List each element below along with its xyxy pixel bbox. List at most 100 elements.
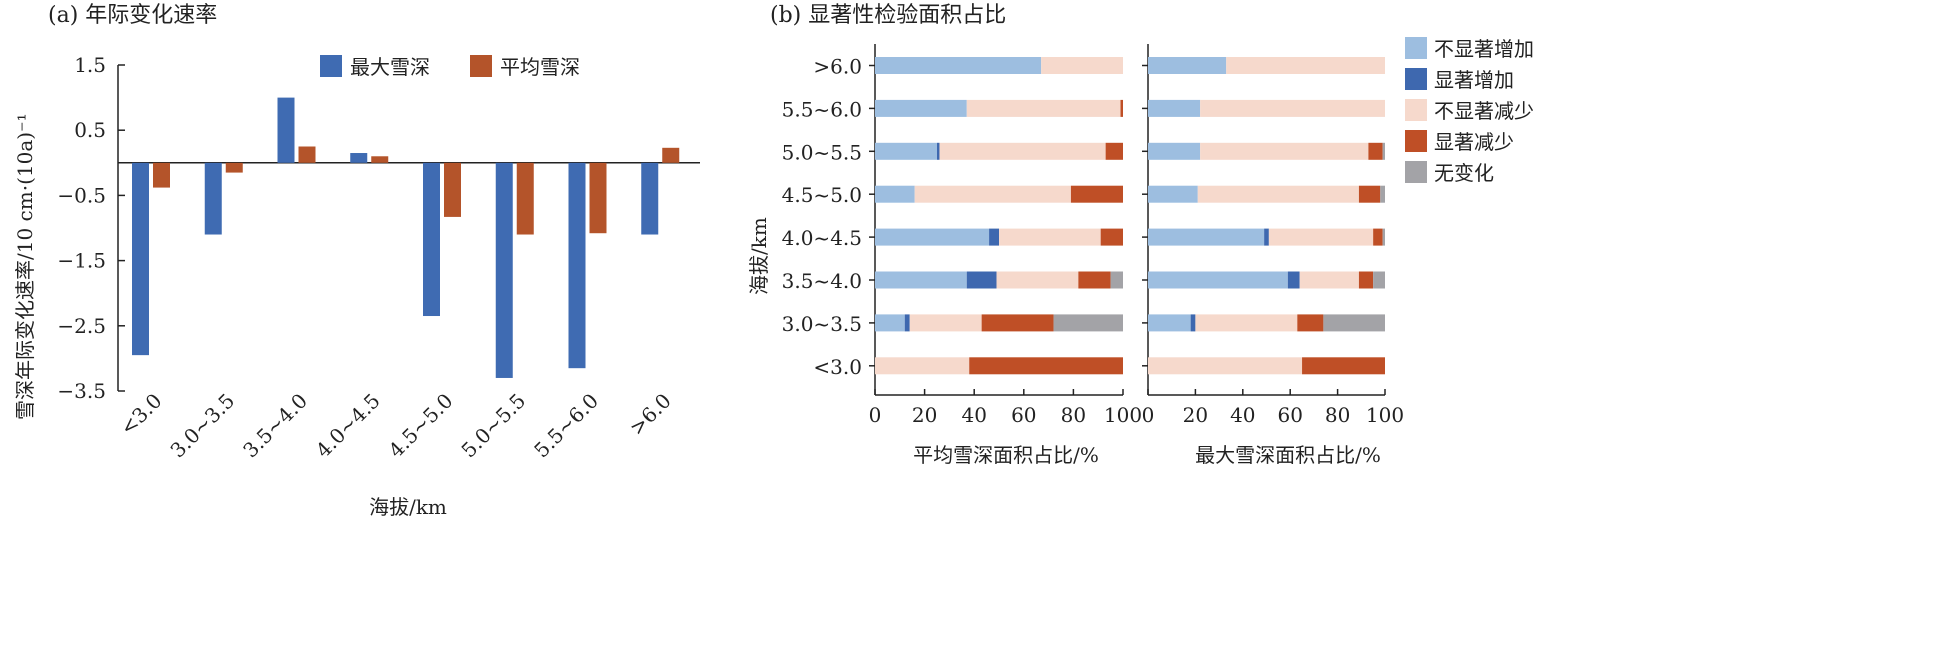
left-segment-4.5-5.0-s2 <box>914 185 1071 203</box>
left-segment-5.5-6.0-s2 <box>966 99 1121 117</box>
left-segment-5.0-5.5-s2 <box>939 142 1106 160</box>
bar-mean-4.5-5.0 <box>444 162 461 217</box>
right-segment-3.0-3.5-s0 <box>1148 314 1191 332</box>
right-segment-3.0-3.5-s2 <box>1195 314 1298 332</box>
bar-mean-3.5-4.0 <box>298 146 316 163</box>
left-segment-3.0-s2 <box>875 357 970 375</box>
left-segment-3.0-3.5-s0 <box>875 314 905 332</box>
y-tick-label: −2.5 <box>57 314 106 338</box>
y-tick-label: 0.5 <box>74 118 106 142</box>
right-segment-5.0-5.5-s4 <box>1382 142 1385 160</box>
right-segment-4.0-4.5-s2 <box>1268 228 1374 246</box>
x-tick-label: 4.0~4.5 <box>311 389 385 463</box>
left-segment-3.5-4.0-s2 <box>996 271 1079 289</box>
right-x-tick-label: 40 <box>1230 403 1255 427</box>
left-segment-3.5-4.0-s4 <box>1110 271 1123 289</box>
right-segment-4.0-4.5-s3 <box>1373 228 1383 246</box>
bar-mean-5.5-6.0 <box>589 162 607 234</box>
right-segment-5.0-5.5-s2 <box>1200 142 1369 160</box>
right-segment-5.0-5.5-s0 <box>1148 142 1201 160</box>
x-tick-label: 3.5~4.0 <box>238 389 312 463</box>
left-segment-4.5-5.0-s0 <box>875 185 915 203</box>
right-segment-3.0-s3 <box>1302 357 1385 375</box>
panel-a-y-ticks: 1.5 0.5 −0.5 −1.5 −2.5 −3.5 <box>57 53 125 403</box>
left-x-tick-label: 40 <box>961 403 986 427</box>
bar-max-3.0 <box>132 162 149 356</box>
left-segment-3.0-s3 <box>969 357 1123 375</box>
panel-a-title: (a) 年际变化速率 <box>48 3 217 28</box>
legend-swatch-max-depth <box>320 55 342 77</box>
right-x-tick-label: 100 <box>1366 403 1404 427</box>
right-segment-5.5-6.0-s0 <box>1148 99 1201 117</box>
left-segment-4.0-4.5-s2 <box>999 228 1101 246</box>
figure: (a) 年际变化速率 雪深年际变化速率/10 cm·(10a)⁻¹ 海拔/km … <box>13 3 1534 519</box>
panel-b-ylabel: 海拔/km <box>747 217 771 295</box>
x-tick-label: 5.5~6.0 <box>529 389 603 463</box>
right-x-tick-label: 80 <box>1325 403 1350 427</box>
right-segment-3.0-s2 <box>1148 357 1303 375</box>
legend-label-3: 显著减少 <box>1434 130 1514 154</box>
left-segment-3.5-4.0-s3 <box>1078 271 1111 289</box>
category-label: 4.0~4.5 <box>782 226 862 250</box>
bar-max-4.0-4.5 <box>350 153 368 163</box>
category-label: >6.0 <box>813 55 862 79</box>
bar-max-3.5-4.0 <box>277 97 295 163</box>
y-tick-label: −3.5 <box>57 379 106 403</box>
legend-swatch-0 <box>1405 37 1427 59</box>
panel-a-x-ticks: <3.03.0~3.53.5~4.04.0~4.54.5~5.05.0~5.55… <box>115 389 676 463</box>
panel-b-category-labels: >6.0 5.5~6.0 5.0~5.5 4.5~5.0 4.0~4.5 3.5~4.0 3… <box>782 55 862 379</box>
right-segment-4.5-5.0-s0 <box>1148 185 1198 203</box>
right-segment-4.5-5.0-s3 <box>1358 185 1381 203</box>
right-segment-3.5-4.0-s1 <box>1287 271 1300 289</box>
legend-label-0: 不显著增加 <box>1434 37 1534 61</box>
right-segment-3.0-3.5-s1 <box>1190 314 1196 332</box>
bar-max-5.5-6.0 <box>568 162 586 369</box>
y-tick-label: 1.5 <box>74 53 106 77</box>
legend-label-1: 显著增加 <box>1434 68 1514 92</box>
legend-swatch-1 <box>1405 68 1427 90</box>
left-segment-5.0-5.5-s3 <box>1105 142 1123 160</box>
right-segment-4.0-4.5-s4 <box>1382 228 1385 246</box>
x-tick-label: <3.0 <box>115 389 166 440</box>
left-segment-5.5-6.0-s0 <box>875 99 967 117</box>
legend-swatch-3 <box>1405 130 1427 152</box>
left-segment-3.0-3.5-s4 <box>1053 314 1123 332</box>
right-segment-5.5-6.0-s2 <box>1200 99 1385 117</box>
legend-label-max-depth: 最大雪深 <box>350 55 430 79</box>
category-label: 5.0~5.5 <box>782 140 862 164</box>
legend-swatch-4 <box>1405 161 1427 183</box>
panel-a-annual-rate-chart: (a) 年际变化速率 雪深年际变化速率/10 cm·(10a)⁻¹ 海拔/km … <box>13 3 700 519</box>
left-segment-3.0-3.5-s1 <box>904 314 910 332</box>
bar-max-6.0 <box>641 162 659 235</box>
left-x-tick-label: 60 <box>1011 403 1036 427</box>
right-segment-5.0-5.5-s3 <box>1368 142 1383 160</box>
x-tick-label: >6.0 <box>624 389 675 440</box>
right-segment-4.0-4.5-s0 <box>1148 228 1265 246</box>
right-segment-3.0-3.5-s3 <box>1297 314 1324 332</box>
bar-mean-5.0-5.5 <box>516 162 534 235</box>
right-segment-6.0-s2 <box>1226 57 1385 74</box>
panel-b-significance-chart: (b) 显著性检验面积占比 海拔/km 平均雪深面积占比/% 最大雪深面积占比/… <box>747 3 1534 467</box>
y-tick-label: −0.5 <box>57 183 106 207</box>
x-tick-label: 4.5~5.0 <box>384 389 458 463</box>
bar-max-4.5-5.0 <box>423 162 440 317</box>
right-segment-3.5-4.0-s4 <box>1373 271 1385 289</box>
panel-a-xlabel: 海拔/km <box>369 495 447 519</box>
left-segment-4.5-5.0-s3 <box>1070 185 1123 203</box>
category-label: 3.0~3.5 <box>782 312 862 336</box>
legend-label-2: 不显著减少 <box>1434 99 1534 123</box>
panel-b-left-xlabel: 平均雪深面积占比/% <box>913 443 1099 467</box>
right-segment-3.5-4.0-s2 <box>1299 271 1359 289</box>
right-segment-4.0-4.5-s1 <box>1264 228 1269 246</box>
x-tick-label: 3.0~3.5 <box>165 389 239 463</box>
panel-a-bars <box>132 97 680 378</box>
legend-label-4: 无变化 <box>1434 161 1494 185</box>
left-segment-5.0-5.5-s1 <box>937 142 940 160</box>
category-label: <3.0 <box>813 355 862 379</box>
bar-max-5.0-5.5 <box>495 162 513 378</box>
right-x-tick-label: 0 <box>1142 403 1155 427</box>
left-segment-6.0-s2 <box>1041 57 1123 74</box>
left-segment-6.0-s0 <box>875 57 1042 74</box>
right-x-tick-label: 60 <box>1277 403 1302 427</box>
